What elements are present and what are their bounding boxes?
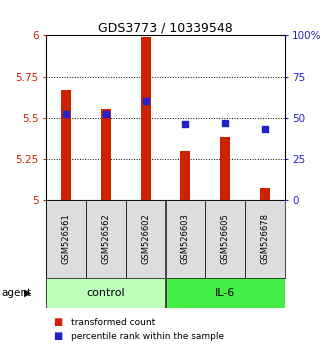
- Text: percentile rank within the sample: percentile rank within the sample: [71, 332, 224, 341]
- Point: [222, 120, 228, 125]
- Bar: [166, 278, 285, 308]
- Point: [143, 98, 148, 104]
- Text: ■: ■: [53, 317, 62, 327]
- Bar: [166, 200, 205, 278]
- Text: GSM526605: GSM526605: [220, 213, 230, 264]
- Point: [262, 126, 267, 132]
- Bar: [126, 200, 166, 278]
- Text: IL-6: IL-6: [215, 288, 235, 298]
- Bar: [86, 200, 126, 278]
- Bar: [180, 151, 190, 200]
- Point: [103, 112, 109, 117]
- Bar: [245, 200, 285, 278]
- Bar: [101, 109, 111, 200]
- Bar: [46, 278, 166, 308]
- Text: control: control: [87, 288, 125, 298]
- Text: transformed count: transformed count: [71, 318, 156, 327]
- Text: ■: ■: [53, 331, 62, 341]
- Bar: [141, 37, 151, 200]
- Text: agent: agent: [2, 288, 32, 298]
- Text: GSM526602: GSM526602: [141, 213, 150, 264]
- Text: GSM526562: GSM526562: [101, 213, 111, 264]
- Text: GSM526603: GSM526603: [181, 213, 190, 264]
- Text: GSM526678: GSM526678: [260, 213, 269, 264]
- Point: [183, 121, 188, 127]
- Point: [64, 112, 69, 117]
- Bar: [46, 200, 86, 278]
- Bar: [260, 188, 270, 200]
- Bar: [205, 200, 245, 278]
- Text: GSM526561: GSM526561: [62, 213, 71, 264]
- Bar: [220, 137, 230, 200]
- Bar: [61, 90, 71, 200]
- Title: GDS3773 / 10339548: GDS3773 / 10339548: [98, 21, 233, 34]
- Text: ▶: ▶: [24, 288, 32, 298]
